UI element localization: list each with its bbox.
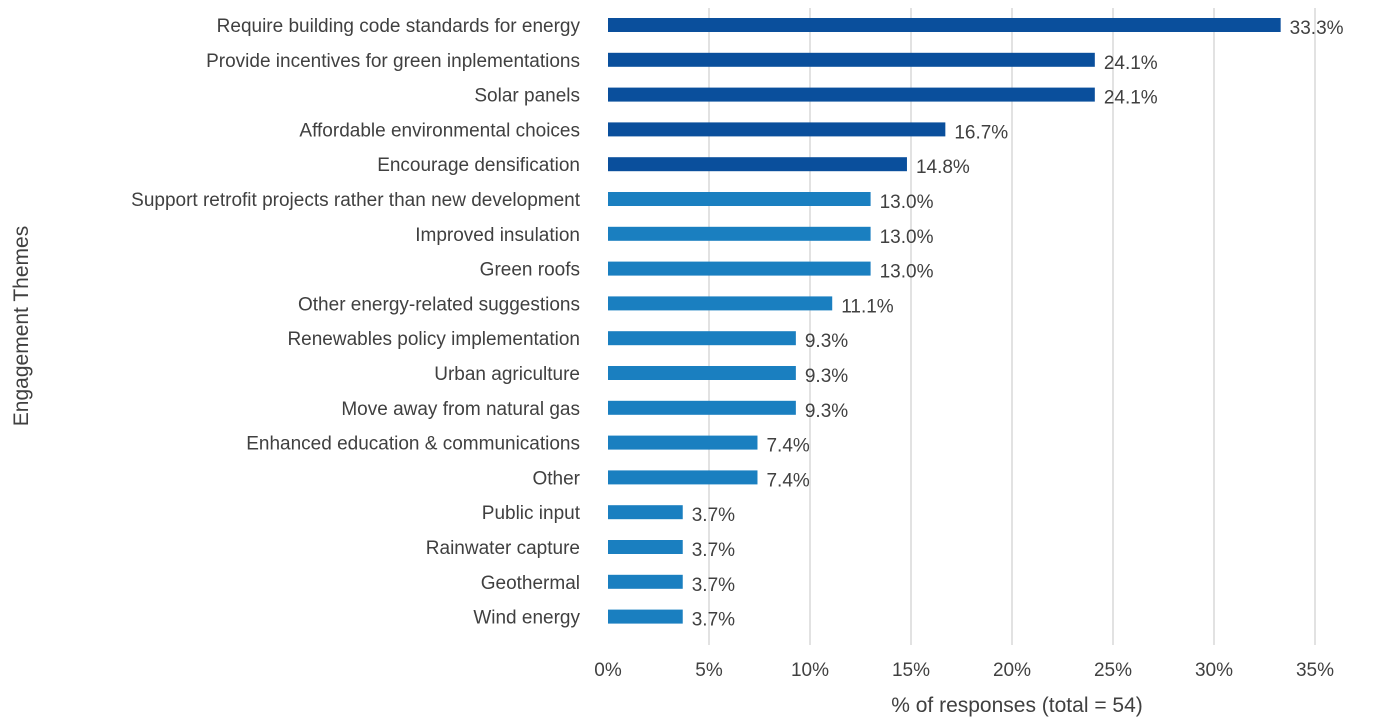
category-label: Renewables policy implementation <box>287 329 580 350</box>
bar <box>608 470 758 485</box>
bar <box>608 574 683 589</box>
category-labels: Require building code standards for ener… <box>131 16 581 629</box>
x-tick-label: 15% <box>892 660 930 681</box>
bar <box>608 435 758 450</box>
y-axis-title: Engagement Themes <box>10 226 33 426</box>
bar <box>608 400 796 415</box>
category-label: Other energy-related suggestions <box>298 294 580 315</box>
bar <box>608 296 833 311</box>
bar <box>608 52 1095 67</box>
data-label: 7.4% <box>766 470 809 491</box>
data-label: 33.3% <box>1290 18 1344 39</box>
data-label: 9.3% <box>805 331 848 352</box>
bar <box>608 505 683 520</box>
x-tick-label: 0% <box>594 660 622 681</box>
x-axis-title: % of responses (total = 54) <box>891 694 1143 717</box>
x-tick-label: 20% <box>993 660 1031 681</box>
value-labels: 33.3% 24.1% 24.1% 16.7% 14.8% 13.0% 13.0% 13.0%… <box>692 18 1344 631</box>
category-label: Green roofs <box>480 260 580 281</box>
bar <box>608 366 796 380</box>
bar <box>608 122 946 137</box>
x-tick-label: 5% <box>695 660 723 681</box>
bar <box>608 540 683 554</box>
x-tick-label: 35% <box>1296 660 1334 681</box>
category-label: Support retrofit projects rather than ne… <box>131 190 581 211</box>
data-label: 3.7% <box>692 575 735 596</box>
category-label: Affordable environmental choices <box>299 120 580 141</box>
bar <box>608 331 796 346</box>
bar <box>608 226 871 241</box>
bars <box>608 18 1281 624</box>
x-tick-label: 25% <box>1094 660 1132 681</box>
category-label: Other <box>532 468 580 489</box>
category-label: Enhanced education & communications <box>246 434 580 455</box>
data-label: 3.7% <box>692 505 735 526</box>
category-label: Solar panels <box>474 86 580 107</box>
data-label: 14.8% <box>916 157 970 178</box>
data-label: 9.3% <box>805 401 848 422</box>
category-label: Urban agriculture <box>434 364 580 385</box>
bar <box>608 18 1281 32</box>
category-label: Require building code standards for ener… <box>217 16 581 37</box>
data-label: 13.0% <box>880 227 934 248</box>
x-tick-label: 30% <box>1195 660 1233 681</box>
x-tick-labels: 0% 5% 10% 15% 20% 25% 30% 35% <box>594 660 1334 681</box>
category-label: Public input <box>482 503 581 524</box>
bar <box>608 192 871 206</box>
bar <box>608 157 907 172</box>
data-label: 13.0% <box>880 192 934 213</box>
data-label: 24.1% <box>1104 53 1158 74</box>
category-label: Provide incentives for green inplementat… <box>206 51 580 72</box>
category-label: Move away from natural gas <box>341 399 580 420</box>
data-label: 3.7% <box>692 610 735 631</box>
data-label: 7.4% <box>766 436 809 457</box>
bar <box>608 261 871 276</box>
data-label: 3.7% <box>692 540 735 561</box>
data-label: 11.1% <box>841 296 894 317</box>
bar <box>608 87 1095 102</box>
data-label: 9.3% <box>805 366 848 387</box>
data-label: 13.0% <box>880 262 934 283</box>
bar <box>608 609 683 624</box>
data-label: 16.7% <box>954 122 1008 143</box>
category-label: Geothermal <box>481 573 580 594</box>
x-tick-label: 10% <box>791 660 829 681</box>
category-label: Rainwater capture <box>426 538 580 559</box>
category-label: Encourage densification <box>377 155 580 176</box>
category-label: Improved insulation <box>415 225 580 246</box>
data-label: 24.1% <box>1104 88 1158 109</box>
gridlines <box>708 8 1316 645</box>
category-label: Wind energy <box>473 608 580 629</box>
